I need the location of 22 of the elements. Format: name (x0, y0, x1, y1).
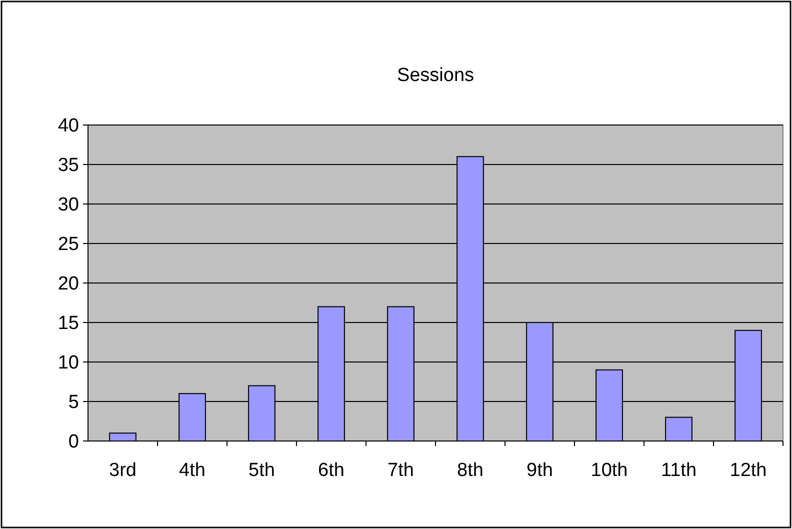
y-tick-label: 35 (58, 155, 79, 176)
y-tick-label: 40 (58, 116, 79, 137)
y-tick-label: 30 (58, 194, 79, 216)
x-tick-label: 5th (248, 460, 275, 481)
x-tick-label: 6th (318, 460, 344, 481)
y-tick-label: 25 (58, 234, 79, 256)
chart-title: Sessions (396, 65, 474, 86)
x-tick-label: 10th (590, 460, 628, 481)
y-tick-label: 20 (58, 274, 79, 295)
y-tick-label: 0 (68, 432, 79, 453)
y-tick-label: 15 (58, 313, 79, 334)
bar (109, 432, 136, 442)
x-tick-label: 12th (730, 460, 767, 481)
x-tick-label: 7th (388, 460, 414, 481)
y-tick-label: 5 (68, 392, 79, 414)
x-tick-label: 8th (457, 460, 484, 481)
x-tick-label: 11th (660, 460, 697, 481)
bar (665, 416, 692, 442)
x-tick-label: 9th (526, 460, 553, 481)
y-tick-label: 10 (58, 352, 79, 374)
x-tick-label: 3rd (109, 460, 136, 481)
x-tick-label: 4th (179, 460, 206, 481)
